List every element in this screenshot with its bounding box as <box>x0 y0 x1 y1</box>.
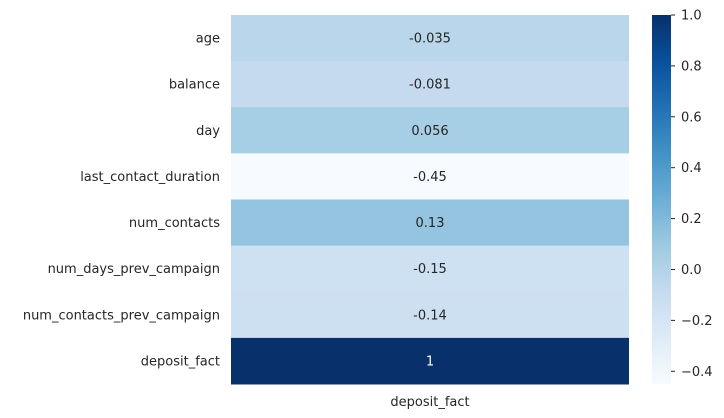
colorbar: 1.0 0.8 0.6 0.4 0.2 0.0 −0.2 −0.4 <box>652 9 713 384</box>
cell-value-label: -0.035 <box>409 32 451 47</box>
colorbar-tick-label: 0.0 <box>681 263 702 278</box>
cell-value-label: -0.15 <box>413 262 447 277</box>
row-label: day <box>196 124 220 139</box>
cell-value-label: -0.45 <box>413 170 447 185</box>
column-label: deposit_fact <box>390 395 469 410</box>
heatmap-cells <box>231 15 629 385</box>
row-label: deposit_fact <box>141 354 220 369</box>
colorbar-tick-label: −0.4 <box>681 365 713 380</box>
heatmap-cell <box>231 199 629 247</box>
row-label: last_contact_duration <box>80 170 220 185</box>
row-label: balance <box>169 78 220 93</box>
cell-value-label: 0.056 <box>411 124 448 139</box>
row-label: age <box>196 32 220 47</box>
colorbar-tick-label: −0.2 <box>681 314 713 329</box>
cell-value-label: -0.14 <box>413 308 447 323</box>
heatmap-cell <box>231 337 629 385</box>
heatmap-cell <box>231 153 629 200</box>
row-labels: age balance day last_contact_duration num_co… <box>23 32 220 370</box>
cell-value-label: 0.13 <box>416 216 445 231</box>
colorbar-tick-label: 0.2 <box>681 212 702 227</box>
heatmap-cell <box>231 245 629 293</box>
colorbar-tick-label: 1.0 <box>681 9 702 24</box>
colorbar-tick-label: 0.6 <box>681 110 702 125</box>
colorbar-tick-label: 0.8 <box>681 59 702 74</box>
row-label: num_days_prev_campaign <box>48 262 220 277</box>
heatmap-cell <box>231 291 629 339</box>
column-labels: deposit_fact <box>390 395 469 410</box>
row-label: num_contacts_prev_campaign <box>23 308 220 323</box>
row-label: num_contacts <box>129 216 220 231</box>
cell-value-label: -0.081 <box>409 78 451 93</box>
heatmap-cell <box>231 15 629 62</box>
colorbar-tick-label: 0.4 <box>681 161 702 176</box>
cell-annotations: -0.035 -0.081 0.056 -0.45 0.13 -0.15 -0.14 1 <box>409 32 451 370</box>
heatmap-cell <box>231 61 629 108</box>
heatmap-cell <box>231 107 629 154</box>
cell-value-label: 1 <box>426 354 434 369</box>
colorbar-gradient <box>652 15 671 384</box>
